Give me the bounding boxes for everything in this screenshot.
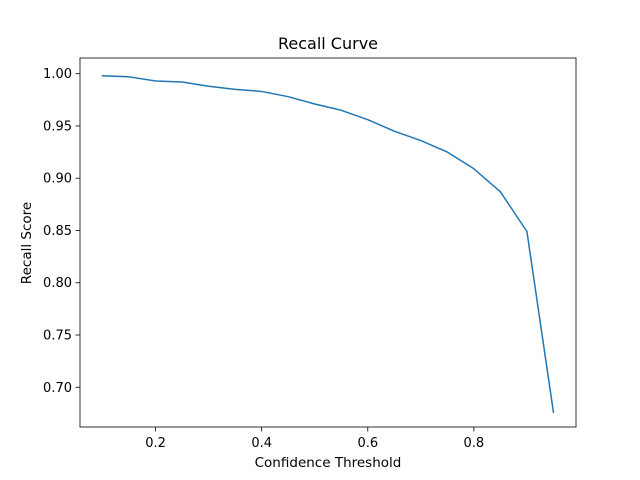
x-tick-label: 0.8 [464, 436, 485, 451]
y-tick-label: 0.80 [43, 276, 72, 291]
x-axis-label: Confidence Threshold [255, 455, 402, 471]
y-tick-label: 0.70 [43, 381, 72, 396]
y-tick-label: 0.95 [43, 119, 72, 134]
y-tick-label: 1.00 [43, 67, 72, 82]
plot-area: 0.2 0.4 0.6 0.8 0.70 0.75 0.80 0.85 0.90 0.95 1.00 [43, 57, 577, 451]
y-tick-label: 0.75 [43, 329, 72, 344]
chart-title: Recall Curve [278, 34, 378, 53]
y-axis-label: Recall Score [19, 202, 35, 284]
x-tick-label: 0.4 [251, 436, 272, 451]
y-tick-label: 0.90 [43, 172, 72, 187]
axes-frame [79, 57, 577, 428]
series-line-0 [101, 74, 555, 414]
y-tick-label: 0.85 [43, 224, 72, 239]
x-tick-label: 0.6 [357, 436, 378, 451]
x-tick-label: 0.2 [145, 436, 166, 451]
